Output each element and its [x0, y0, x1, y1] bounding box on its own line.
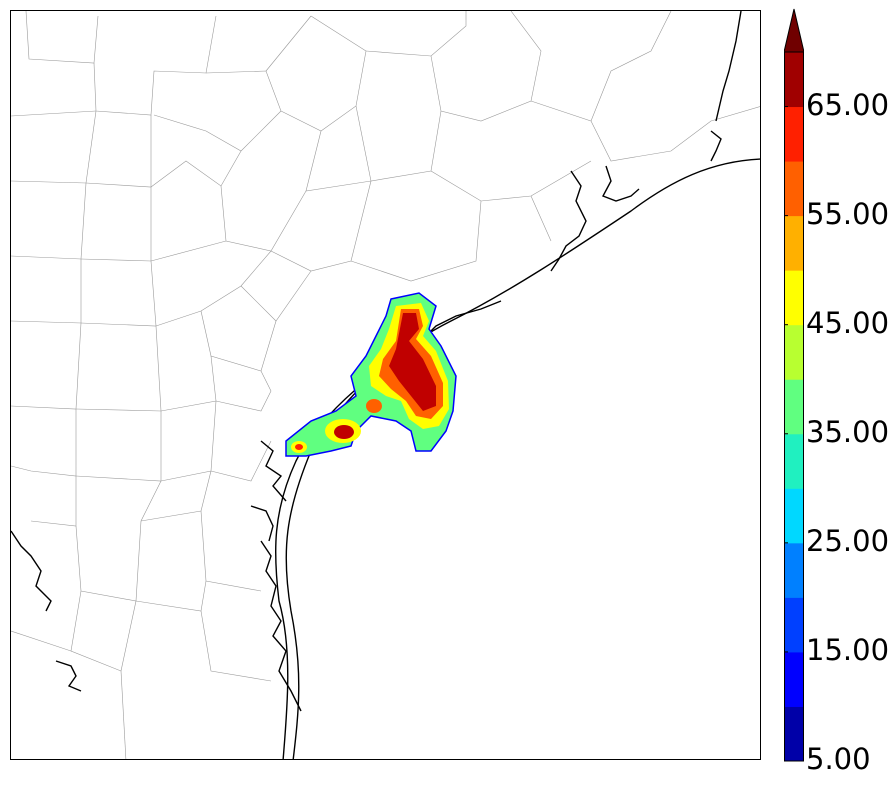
colorbar-segment [784, 488, 804, 544]
colorbar-segment [784, 270, 804, 326]
colorbar-segment [784, 433, 804, 489]
colorbar-segment [784, 106, 804, 162]
colorbar-outline [784, 51, 804, 762]
colorbar-tick-label: 25.00 [806, 523, 890, 558]
colorbar-segment [784, 597, 804, 653]
colorbar-tick-label: 55.00 [806, 196, 890, 231]
map-canvas [11, 11, 760, 759]
colorbar-segment [784, 542, 804, 598]
colorbar-tick-label: 35.00 [806, 414, 890, 449]
colorbar-extend-arrow [784, 8, 804, 53]
county-boundaries [11, 11, 760, 759]
contour-coastal-cell-core [295, 444, 303, 450]
colorbar-segment [784, 379, 804, 435]
colorbar [784, 8, 804, 762]
colorbar-segment [784, 215, 804, 271]
colorbar-tick-label: 45.00 [806, 305, 890, 340]
colorbar-segment [784, 706, 804, 762]
colorbar-segment [784, 52, 804, 108]
map-panel [10, 10, 761, 760]
precipitation-contours [285, 292, 457, 457]
contour-peak [389, 313, 436, 411]
colorbar-segment [784, 651, 804, 707]
colorbar-segment [784, 161, 804, 217]
colorbar-tick-label: 15.00 [806, 632, 890, 667]
contour-small-cell [366, 399, 382, 413]
colorbar-tick-label: 5.00 [806, 742, 871, 776]
colorbar-tick-label: 65.00 [806, 87, 890, 122]
colorbar-segment [784, 324, 804, 380]
contour-west-cell-core [334, 425, 354, 439]
